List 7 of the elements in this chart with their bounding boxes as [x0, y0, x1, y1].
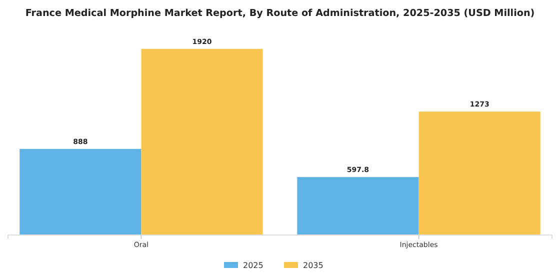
bar — [141, 48, 263, 235]
legend-label: 2035 — [303, 261, 324, 270]
bar — [20, 148, 142, 235]
bar — [297, 177, 419, 235]
legend-label: 2025 — [243, 261, 264, 270]
bar — [418, 112, 540, 235]
chart-title: France Medical Morphine Market Report, By Route of Administration, 2025-2035 (USD Million) — [25, 8, 535, 19]
